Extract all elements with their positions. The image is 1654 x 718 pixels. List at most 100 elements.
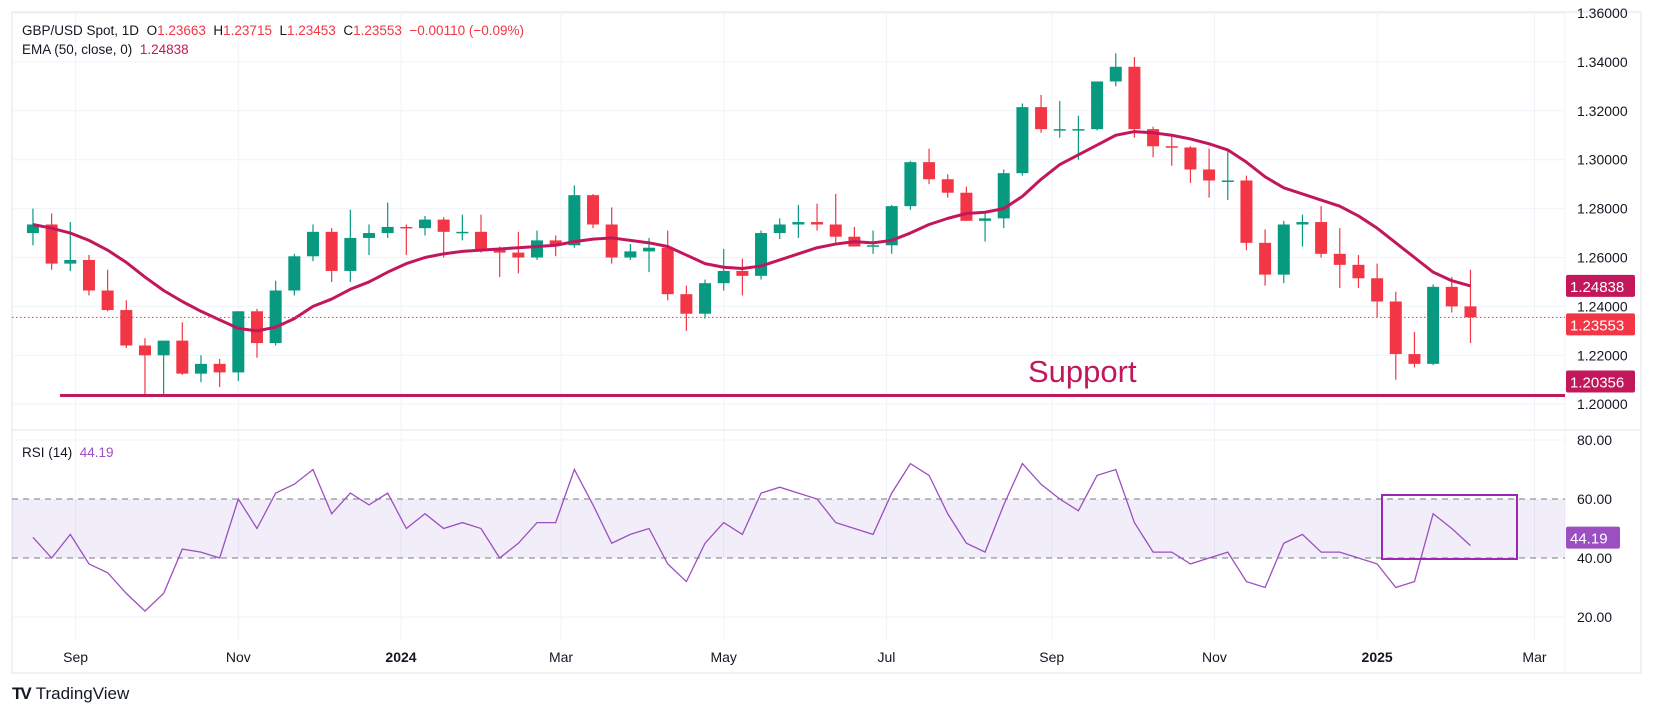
candle-body bbox=[773, 224, 786, 234]
candle bbox=[512, 231, 525, 274]
candle-body bbox=[923, 162, 936, 180]
candle-body bbox=[381, 226, 394, 234]
candle bbox=[1296, 214, 1309, 247]
candle-body bbox=[867, 245, 880, 247]
candle-body bbox=[493, 250, 506, 253]
candle-body bbox=[643, 247, 656, 252]
candle bbox=[138, 338, 151, 396]
candle bbox=[306, 224, 319, 262]
time-tick-label: 2024 bbox=[385, 649, 416, 665]
candle bbox=[605, 207, 618, 264]
candle-body bbox=[661, 247, 674, 295]
rsi-label: RSI (14) bbox=[22, 445, 73, 460]
candle bbox=[194, 355, 207, 383]
candle-body bbox=[811, 222, 824, 225]
candle bbox=[232, 311, 245, 381]
candle bbox=[568, 185, 581, 248]
candle-body bbox=[960, 192, 973, 221]
candle-body bbox=[979, 218, 992, 221]
candle-body bbox=[717, 270, 730, 284]
rsi-tick-label: 20.00 bbox=[1577, 609, 1612, 625]
price-tick-label: 1.26000 bbox=[1577, 250, 1628, 266]
time-tick-label: Sep bbox=[63, 649, 88, 665]
time-tick-label: 2025 bbox=[1362, 649, 1393, 665]
candle-body bbox=[1053, 129, 1066, 131]
candle-body bbox=[904, 162, 917, 207]
candle bbox=[699, 279, 712, 319]
candle bbox=[1371, 263, 1384, 318]
ema-label: EMA (50, close, 0) bbox=[22, 42, 133, 57]
tradingview-logo[interactable]: TV TradingView bbox=[12, 684, 129, 704]
last-price-label: 1.23553 bbox=[1570, 317, 1624, 334]
candle-body bbox=[736, 270, 749, 276]
candle bbox=[1445, 277, 1458, 313]
candle-body bbox=[250, 311, 263, 344]
rsi-legend: RSI (14) 44.19 bbox=[22, 445, 114, 460]
candle-body bbox=[82, 259, 95, 291]
candle-body bbox=[997, 173, 1010, 219]
candle bbox=[811, 203, 824, 231]
candle bbox=[26, 208, 39, 246]
ema-line bbox=[32, 130, 1471, 333]
candle bbox=[419, 215, 432, 236]
candle-body bbox=[1408, 354, 1421, 364]
high-value: 1.23715 bbox=[223, 23, 272, 38]
candle-body bbox=[941, 179, 954, 193]
candle bbox=[680, 285, 693, 331]
rsi-line bbox=[32, 462, 1471, 612]
rsi-value-label-bg bbox=[1566, 526, 1620, 549]
close-value: 1.23553 bbox=[353, 23, 402, 38]
candle bbox=[1128, 57, 1141, 138]
candle bbox=[325, 228, 338, 282]
candle-body bbox=[1277, 224, 1290, 275]
candle bbox=[1464, 269, 1477, 344]
candle-body bbox=[362, 233, 375, 238]
candle bbox=[400, 224, 413, 256]
candle bbox=[923, 148, 936, 185]
candle-body bbox=[157, 340, 170, 356]
candle-body bbox=[288, 256, 301, 291]
candle-body bbox=[400, 226, 413, 229]
candle bbox=[1184, 146, 1197, 183]
candle-body bbox=[1016, 107, 1029, 174]
candle bbox=[1389, 291, 1402, 380]
rsi-tick-label: 80.00 bbox=[1577, 432, 1612, 448]
candle bbox=[941, 174, 954, 198]
candle bbox=[1091, 81, 1104, 131]
candle bbox=[269, 280, 282, 346]
candle bbox=[176, 322, 189, 375]
candle-body bbox=[1184, 147, 1197, 170]
candle bbox=[1072, 115, 1085, 160]
symbol-label: GBP/USD Spot, 1D bbox=[22, 23, 140, 38]
candle-body bbox=[101, 290, 114, 311]
last-price-label-bg bbox=[1566, 313, 1635, 336]
candle bbox=[904, 160, 917, 210]
ema-price-label-bg bbox=[1566, 274, 1635, 297]
candle-body bbox=[475, 231, 488, 251]
support-annotation: Support bbox=[1028, 354, 1137, 389]
candle-body bbox=[1165, 146, 1178, 148]
candle bbox=[1035, 94, 1048, 133]
candle bbox=[1352, 255, 1365, 289]
price-tick-label: 1.30000 bbox=[1577, 152, 1628, 168]
candle-body bbox=[1203, 169, 1216, 181]
time-tick-label: Jul bbox=[877, 649, 895, 665]
candle-body bbox=[512, 252, 525, 258]
candle bbox=[1315, 206, 1328, 258]
price-tick-label: 1.34000 bbox=[1577, 54, 1628, 70]
support-price-label: 1.20356 bbox=[1570, 374, 1624, 391]
candle bbox=[213, 358, 226, 388]
candle-body bbox=[1240, 180, 1253, 243]
candle bbox=[288, 253, 301, 296]
candle bbox=[344, 209, 357, 282]
time-tick-label: Mar bbox=[549, 649, 573, 665]
candle bbox=[381, 202, 394, 238]
rsi-highlight-box bbox=[1381, 494, 1518, 560]
low-label: L bbox=[279, 23, 287, 38]
open-label: O bbox=[146, 23, 158, 38]
candle bbox=[624, 244, 637, 260]
price-tick-label: 1.22000 bbox=[1577, 347, 1628, 363]
candle-body bbox=[1371, 278, 1384, 302]
candle-body bbox=[1221, 180, 1234, 182]
